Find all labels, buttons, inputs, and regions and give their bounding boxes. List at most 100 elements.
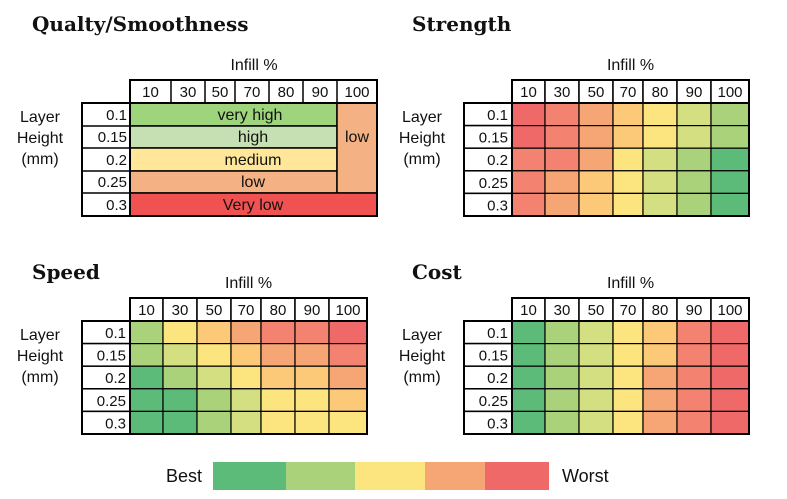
strength-cell-0.25-100 [711, 171, 749, 194]
cost-cell-0.1-70 [613, 321, 643, 344]
speed-cell-0.25-30 [163, 389, 197, 412]
quality-header-90: 90 [312, 84, 329, 101]
cost-cell-0.15-70 [613, 344, 643, 367]
quality-header: 10 30 50 70 80 90 100 [130, 80, 377, 103]
speed-side-label-1: Height [17, 348, 64, 365]
speed-cell-0.15-100 [329, 344, 367, 367]
strength-cell-0.1-10 [512, 103, 545, 126]
strength-cell-0.1-50 [579, 103, 613, 126]
speed-cell-0.15-80 [261, 344, 295, 367]
strength-cell-0.3-100 [711, 193, 749, 216]
strength-cell-0.15-70 [613, 126, 643, 149]
strength-cell-0.2-100 [711, 148, 749, 171]
legend-swatch-5 [485, 462, 549, 490]
strength-header-50: 50 [588, 84, 605, 101]
speed-cell-0.1-90 [295, 321, 329, 344]
speed-row-label-0.25: 0.25 [97, 393, 126, 410]
strength-panel: Strength Infill % Layer Height (mm) 10 30 50 70 8… [399, 12, 749, 216]
strength-side-label-1: Height [399, 130, 446, 147]
speed-cell-0.3-30 [163, 411, 197, 434]
cost-cell-0.3-50 [579, 411, 613, 434]
speed-side-label-2: (mm) [21, 369, 58, 386]
speed-cell-0.15-10 [130, 344, 163, 367]
speed-row-label-0.3: 0.3 [105, 415, 126, 432]
speed-cell-0.3-90 [295, 411, 329, 434]
strength-row-label-0.1: 0.1 [487, 107, 508, 124]
cost-cell-0.2-50 [579, 366, 613, 389]
cost-cell-0.3-10 [512, 411, 545, 434]
speed-cell-0.1-30 [163, 321, 197, 344]
cost-cell-0.15-90 [677, 344, 711, 367]
strength-title: Strength [412, 12, 512, 36]
cost-cell-0.2-100 [711, 366, 749, 389]
strength-cell-0.25-70 [613, 171, 643, 194]
cost-row-label-0.3: 0.3 [487, 415, 508, 432]
strength-row-label-0.25: 0.25 [479, 175, 508, 192]
quality-infill-label: Infill % [230, 57, 277, 74]
cost-header-50: 50 [588, 302, 605, 319]
strength-row-label-0.3: 0.3 [487, 197, 508, 214]
cost-cell-0.25-80 [643, 389, 677, 412]
strength-cell-0.15-90 [677, 126, 711, 149]
cost-cell-0.25-10 [512, 389, 545, 412]
cost-cell-0.1-50 [579, 321, 613, 344]
strength-cell-0.15-30 [545, 126, 579, 149]
strength-row-label-0.2: 0.2 [487, 152, 508, 169]
strength-side-label-2: (mm) [403, 151, 440, 168]
speed-cell-0.1-50 [197, 321, 231, 344]
cost-header-100: 100 [717, 302, 742, 319]
quality-header-100: 100 [344, 84, 369, 101]
quality-band-label-medium: medium [225, 152, 282, 169]
cost-header-70: 70 [620, 302, 637, 319]
quality-row-labels: 0.1 0.15 0.2 0.25 0.3 [82, 103, 130, 216]
strength-infill-label: Infill % [607, 57, 654, 74]
strength-cell-0.1-30 [545, 103, 579, 126]
speed-header-80: 80 [270, 302, 287, 319]
quality-title: Qualty/Smoothness [32, 12, 249, 36]
cost-cell-0.3-30 [545, 411, 579, 434]
speed-cell-0.3-100 [329, 411, 367, 434]
speed-cell-0.25-10 [130, 389, 163, 412]
cost-cell-0.25-70 [613, 389, 643, 412]
cost-row-label-0.2: 0.2 [487, 370, 508, 387]
cost-row-label-0.25: 0.25 [479, 393, 508, 410]
strength-cell-0.3-30 [545, 193, 579, 216]
speed-cell-0.2-90 [295, 366, 329, 389]
quality-row-label-0.3: 0.3 [106, 197, 127, 214]
strength-cell-0.2-50 [579, 148, 613, 171]
legend-swatch-1 [213, 462, 286, 490]
speed-cell-0.3-70 [231, 411, 261, 434]
strength-cell-0.15-100 [711, 126, 749, 149]
speed-cell-0.25-70 [231, 389, 261, 412]
cost-cell-0.25-30 [545, 389, 579, 412]
cost-cell-0.3-100 [711, 411, 749, 434]
strength-row-label-0.15: 0.15 [479, 130, 508, 147]
strength-header-10: 10 [520, 84, 537, 101]
cost-cell-0.15-100 [711, 344, 749, 367]
speed-panel: Speed Infill % Layer Height (mm) 10 30 50 70 80 90… [17, 260, 367, 434]
speed-cell-0.15-70 [231, 344, 261, 367]
cost-infill-label: Infill % [607, 275, 654, 292]
cost-cell-0.25-100 [711, 389, 749, 412]
speed-side-label-0: Layer [20, 327, 61, 344]
quality-mm-label: (mm) [21, 151, 58, 168]
strength-cell-0.15-50 [579, 126, 613, 149]
cost-cell-0.3-70 [613, 411, 643, 434]
legend-worst-label: Worst [562, 466, 609, 486]
strength-header-70: 70 [620, 84, 637, 101]
quality-band-label-very-high: very high [218, 107, 283, 124]
speed-cell-0.2-50 [197, 366, 231, 389]
cost-cell-0.15-10 [512, 344, 545, 367]
strength-cell-0.2-90 [677, 148, 711, 171]
quality-header-10: 10 [142, 84, 159, 101]
cost-title: Cost [412, 260, 463, 284]
speed-header-30: 30 [172, 302, 189, 319]
speed-cell-0.1-70 [231, 321, 261, 344]
cost-header-80: 80 [652, 302, 669, 319]
quality-band-high [130, 126, 337, 148]
speed-cell-0.1-10 [130, 321, 163, 344]
cost-header-10: 10 [520, 302, 537, 319]
speed-header-100: 100 [335, 302, 360, 319]
strength-cell-0.25-90 [677, 171, 711, 194]
